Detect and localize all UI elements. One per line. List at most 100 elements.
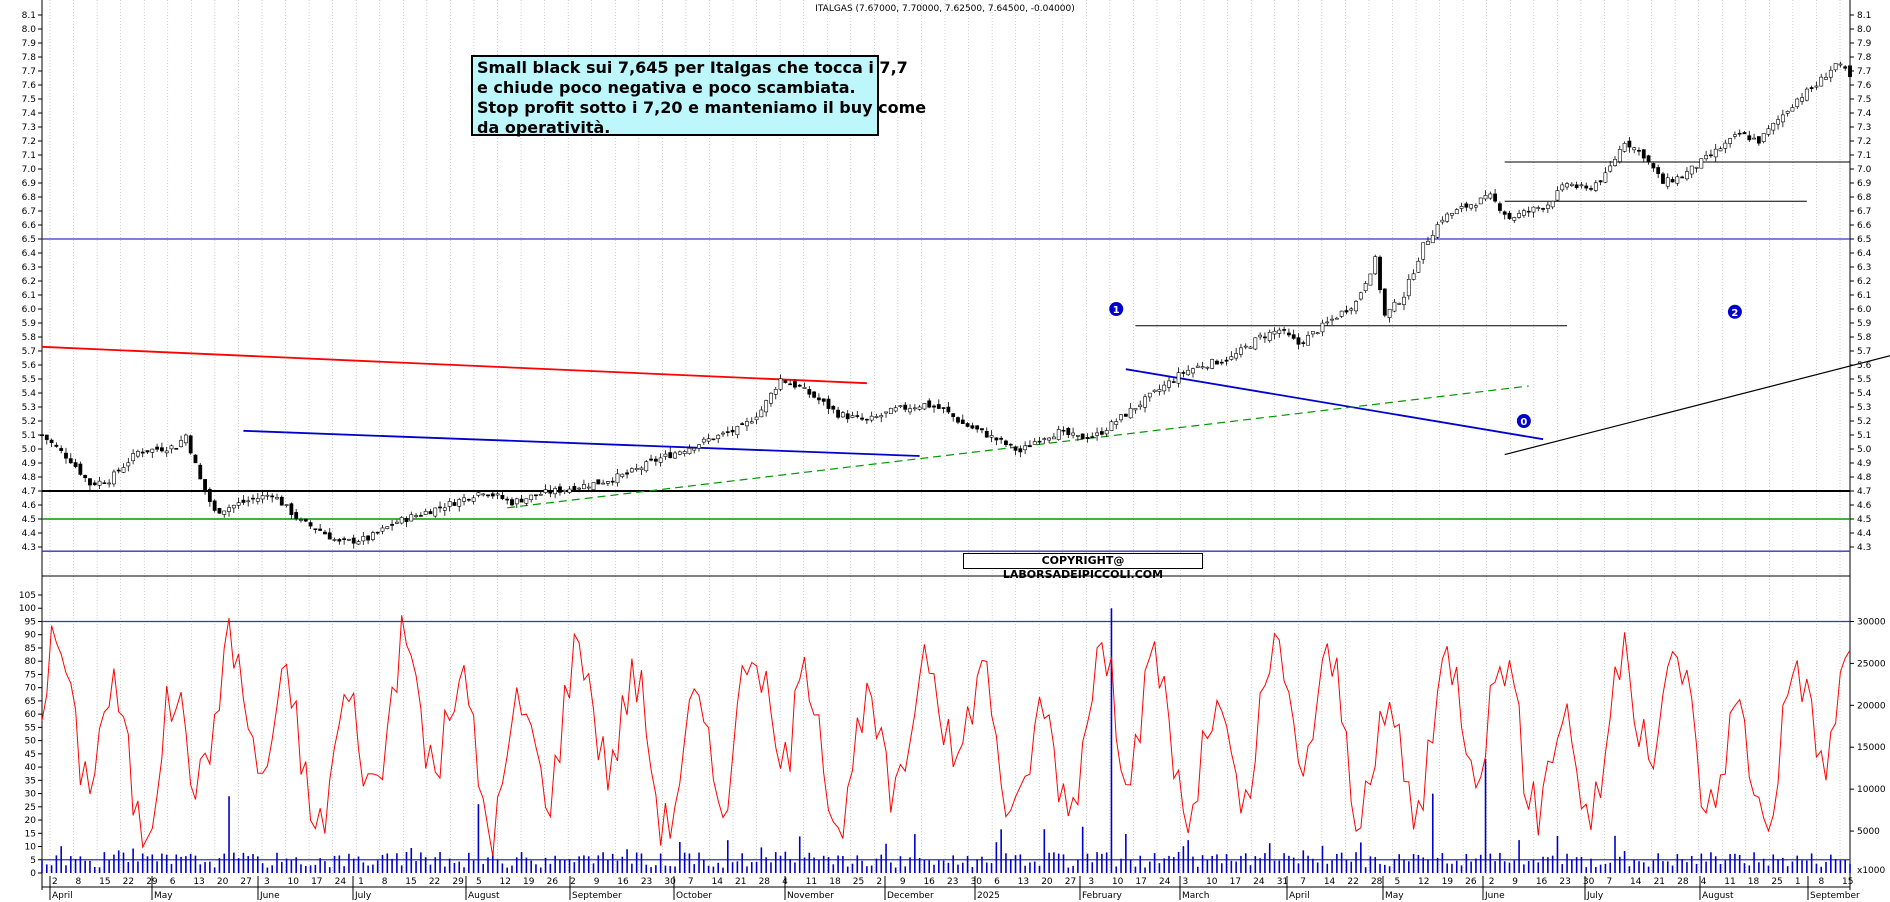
candle-body [658,457,663,463]
x-month-label: March [1182,891,1209,901]
price-tick-right: 4.4 [1857,529,1872,539]
candle-body [1243,345,1248,348]
candle-body [1378,256,1382,291]
osc-tick-left: 0 [30,869,36,879]
candle-body [769,392,773,404]
osc-tick-left: 20 [25,816,37,826]
candle-body [764,400,769,413]
candle-body [1488,193,1493,199]
x-month-label: May [154,891,173,901]
candle-body [49,439,54,444]
candle-body [1263,336,1267,339]
candle-body [279,496,284,506]
candle-body [1646,155,1651,162]
candle-body [1334,317,1339,320]
price-tick-right: 7.2 [1857,137,1871,147]
candle-body [788,383,793,386]
candle-body [879,415,884,418]
candle-body [773,389,778,395]
candle-body [1665,177,1670,187]
candle-body [1795,98,1800,107]
candle-body [663,453,668,457]
x-day-label: 28 [1677,877,1689,887]
candle-body [270,495,275,498]
candle-body [179,440,183,447]
price-tick-left: 4.3 [22,543,36,553]
candle-body [1589,188,1593,190]
candle-body [1838,63,1843,66]
candle-body [706,438,711,442]
candle-body [169,445,174,450]
price-tick-left: 8.1 [22,11,36,21]
candle-body [1363,283,1368,292]
grid-layer [41,0,1851,890]
candle-body [1536,207,1541,209]
candle-body [1382,288,1387,316]
price-tick-right: 7.0 [1857,165,1872,175]
candle-body [371,532,375,540]
candle-body [1354,301,1358,312]
osc-tick-left: 70 [25,684,37,694]
candle-body [1661,173,1665,184]
candle-body [1339,310,1344,317]
osc-tick-left: 50 [25,737,37,747]
candle-body [236,502,241,506]
candle-body [1061,429,1066,432]
candle-body [596,479,601,485]
candle-body [1709,154,1713,157]
x-day-label: 8 [76,877,82,887]
candle-body [59,448,64,451]
price-tick-right: 7.4 [1857,109,1872,119]
candle-body [529,494,534,501]
candle-body [318,528,323,531]
osc-tick-left: 75 [25,670,36,680]
x-day-label: 20 [1041,877,1053,887]
candle-body [1109,421,1114,431]
volume-tick-right: 15000 [1857,743,1886,753]
candle-body [572,486,577,492]
candle-body [817,397,821,401]
wave-marker [1516,414,1531,428]
x-month-label: July [1586,891,1604,901]
candle-body [644,461,649,472]
candle-body [495,493,500,496]
price-tick-left: 5.7 [22,347,36,357]
volume-tick-right: 10000 [1857,785,1886,795]
price-tick-right: 7.8 [1857,53,1872,63]
x-day-label: 18 [829,877,841,887]
candle-body [1133,408,1138,411]
candle-body [1080,433,1085,440]
candle-body [912,407,917,410]
candle-body [1272,330,1277,335]
candle-body [380,527,385,532]
candle-body [1162,384,1167,392]
candle-body [1469,204,1474,209]
note-line-1: Small black sui 7,645 per Italgas che to… [477,58,908,77]
price-tick-right: 7.7 [1857,67,1871,77]
candle-body [601,482,606,485]
x-month-label: August [468,891,500,901]
candle-body [1267,332,1272,341]
note-line-2: e chiude poco negativa e poco scambiata. [477,78,856,97]
osc-tick-left: 60 [25,710,37,720]
price-tick-right: 8.0 [1857,25,1872,35]
candle-body [442,507,447,511]
candle-body [797,384,802,387]
x-month-label: September [572,891,622,901]
price-tick-left: 7.8 [22,53,37,63]
price-tick-right: 6.5 [1857,235,1871,245]
x-day-label: 31 [1277,877,1288,887]
price-tick-left: 5.5 [22,375,36,385]
price-tick-left: 7.3 [22,123,36,133]
oscillator-line [41,615,1851,857]
candle-body [438,506,442,509]
candle-body [1349,308,1354,311]
x-day-label: 22 [123,877,134,887]
candle-body [716,434,721,439]
x-day-label: 30 [664,877,676,887]
candle-body [1195,365,1200,368]
candle-body [505,498,510,501]
candle-body [323,531,327,535]
x-day-label: 5 [1395,877,1401,887]
candle-body [1780,114,1785,123]
